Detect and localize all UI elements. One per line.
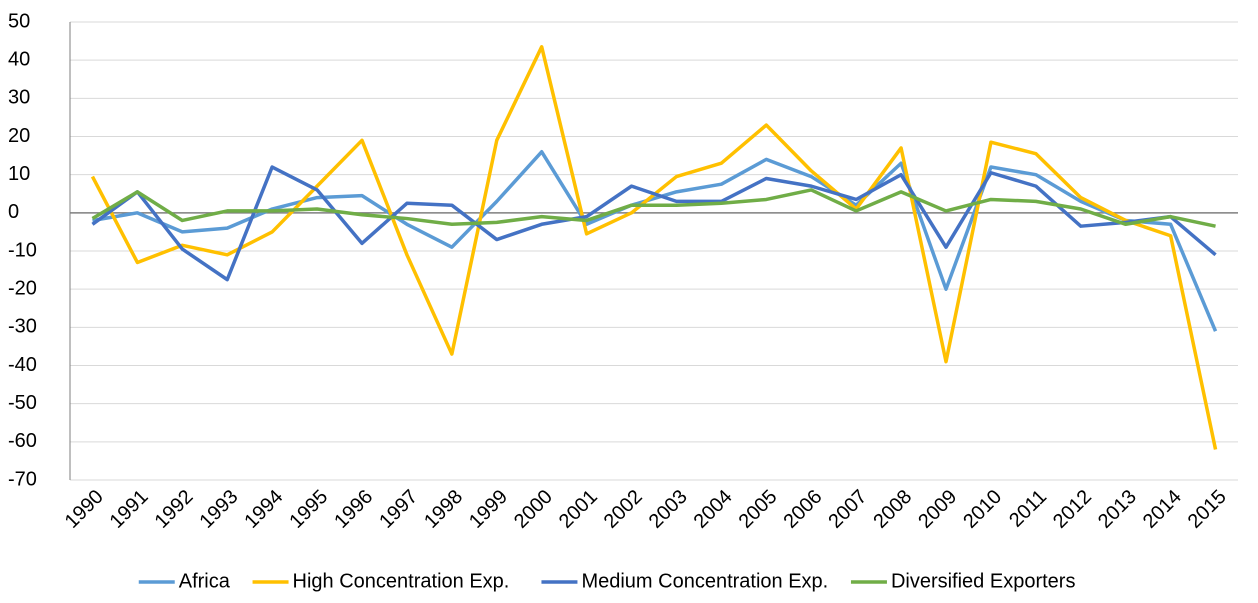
series-line <box>91 188 1216 228</box>
x-tick-label: 2010 <box>959 486 1006 533</box>
x-tick-label: 2015 <box>1184 486 1231 533</box>
y-tick-label: 10 <box>8 163 30 185</box>
x-tick-label: 2000 <box>510 486 557 533</box>
series-line <box>90 45 1218 450</box>
x-tick-label: 2011 <box>1005 486 1051 532</box>
y-tick-label: 40 <box>8 48 30 70</box>
x-tick-label: 2007 <box>824 486 871 533</box>
x-tick-label: 2001 <box>555 486 602 533</box>
x-tick-label: 2014 <box>1139 486 1186 533</box>
y-tick-label: -60 <box>8 430 37 452</box>
x-tick-label: 1994 <box>240 486 287 533</box>
x-tick-label: 2009 <box>914 486 961 533</box>
x-tick-label: 1991 <box>106 486 153 533</box>
x-tick-label: 1996 <box>330 486 377 533</box>
y-tick-label: -50 <box>8 392 37 414</box>
y-tick-label: 0 <box>8 201 19 223</box>
x-tick-label: 2008 <box>869 486 916 533</box>
x-tick-label: 2013 <box>1094 486 1141 533</box>
x-tick-label: 2003 <box>645 486 692 533</box>
y-tick-label: 20 <box>8 125 30 147</box>
series-line <box>91 165 1217 282</box>
x-tick-label: 2012 <box>1049 486 1096 533</box>
x-tick-label: 1995 <box>285 486 332 533</box>
x-tick-label: 1992 <box>151 486 198 533</box>
y-tick-label: -30 <box>8 316 37 338</box>
legend-label: Africa <box>179 570 231 592</box>
x-tick-label: 1997 <box>375 486 422 533</box>
legend-label: Diversified Exporters <box>891 570 1076 592</box>
legend-label: Medium Concentration Exp. <box>581 570 828 592</box>
x-tick-label: 2006 <box>779 486 826 533</box>
x-tick-label: 1999 <box>465 486 512 533</box>
y-tick-label: -40 <box>8 354 37 376</box>
y-tick-label: 30 <box>8 87 30 109</box>
x-tick-label: 2002 <box>600 486 647 533</box>
x-tick-label: 2005 <box>735 486 782 533</box>
x-tick-label: 1990 <box>61 486 108 533</box>
series-line <box>92 150 1218 332</box>
x-tick-label: 1998 <box>420 486 467 533</box>
y-tick-label: -70 <box>8 468 37 490</box>
y-tick-label: -10 <box>8 239 37 261</box>
y-tick-label: -20 <box>8 277 37 299</box>
y-tick-label: 50 <box>8 10 30 32</box>
legend-label: High Concentration Exp. <box>293 570 510 592</box>
x-tick-label: 1993 <box>195 486 242 533</box>
x-tick-label: 2004 <box>690 486 737 533</box>
